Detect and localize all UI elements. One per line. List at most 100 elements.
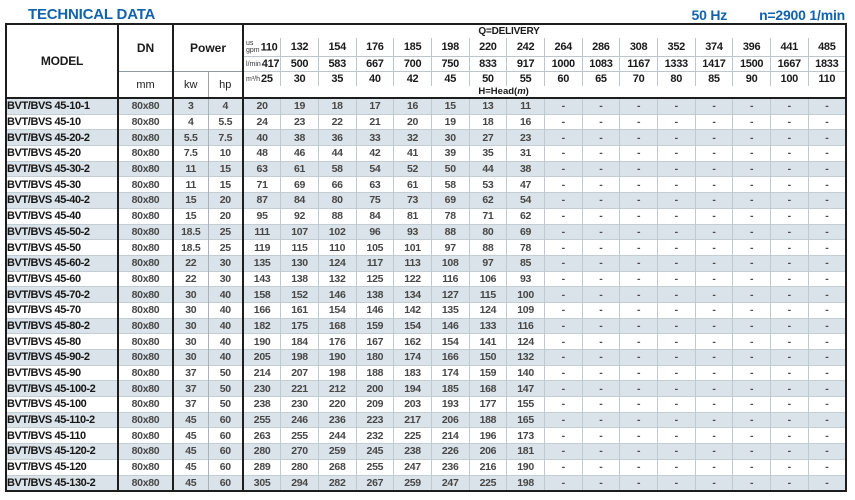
dn-cell: 80x80 — [118, 396, 174, 413]
head-value-cell: - — [807, 443, 846, 460]
head-value-cell: 305 — [243, 474, 281, 492]
head-value-cell: - — [769, 474, 809, 492]
head-value-cell: 96 — [355, 223, 394, 240]
head-value-cell: 15 — [430, 96, 470, 115]
head-value-cell: 135 — [243, 254, 281, 272]
lmin-header-cell: 667 — [355, 56, 394, 72]
head-value-cell: - — [807, 96, 846, 115]
head-value-cell: 206 — [468, 443, 507, 460]
head-value-cell: - — [543, 364, 583, 381]
table-row: BVT/BVS 45-40-2 80x80 15 20 87 84 80 75 73 69 62 54… — [6, 192, 846, 209]
head-value-cell: 183 — [393, 364, 432, 381]
model-cell: BVT/BVS 45-120-2 — [6, 443, 119, 460]
head-value-cell: 21 — [355, 113, 394, 130]
head-value-cell: 85 — [506, 254, 545, 272]
head-value-cell: - — [807, 317, 846, 334]
head-value-cell: - — [656, 317, 696, 334]
dn-cell: 80x80 — [118, 349, 174, 366]
lmin-header-cell: 1500 — [732, 56, 771, 72]
head-value-cell: 176 — [317, 333, 357, 350]
head-value-cell: 122 — [393, 270, 432, 287]
head-value-cell: - — [694, 254, 733, 272]
head-value-cell: - — [656, 270, 696, 287]
head-value-cell: - — [769, 254, 809, 272]
head-value-cell: 38 — [280, 129, 319, 146]
head-value-cell: - — [581, 113, 620, 130]
head-value-cell: 95 — [243, 207, 281, 224]
head-value-cell: - — [581, 333, 620, 350]
dn-cell: 80x80 — [118, 96, 174, 115]
head-value-cell: 69 — [280, 176, 319, 193]
kw-cell: 37 — [173, 380, 208, 397]
dn-cell: 80x80 — [118, 129, 174, 146]
head-value-cell: 205 — [243, 349, 281, 366]
head-value-cell: 230 — [280, 396, 319, 413]
head-value-cell: - — [543, 113, 583, 130]
head-value-cell: 19 — [430, 113, 470, 130]
head-value-cell: - — [543, 96, 583, 115]
head-value-cell: - — [694, 333, 733, 350]
head-value-cell: - — [656, 411, 696, 428]
head-value-cell: - — [732, 380, 771, 397]
head-value-cell: 167 — [355, 333, 394, 350]
model-cell: BVT/BVS 45-70 — [6, 301, 119, 319]
head-value-cell: - — [694, 443, 733, 460]
head-value-cell: - — [656, 443, 696, 460]
table-row: BVT/BVS 45-50 80x80 18.5 25 119 115 110 105 101 9… — [6, 239, 846, 256]
kw-cell: 22 — [173, 254, 208, 272]
head-value-cell: - — [619, 192, 658, 209]
head-value-cell: 132 — [506, 349, 545, 366]
head-value-cell: - — [807, 474, 846, 492]
head-value-cell: 203 — [393, 396, 432, 413]
head-value-cell: - — [619, 239, 658, 256]
table-row: BVT/BVS 45-130-2 80x80 45 60 305 294 282 267 259… — [6, 474, 846, 492]
head-value-cell: - — [619, 349, 658, 366]
head-value-cell: 138 — [355, 286, 394, 303]
head-value-cell: - — [807, 427, 846, 444]
head-value-cell: - — [656, 145, 696, 162]
head-value-cell: 20 — [243, 96, 281, 115]
m3h-header-cell: 40 — [355, 71, 394, 86]
head-value-cell: 173 — [506, 427, 545, 444]
head-value-cell: - — [769, 458, 809, 475]
head-value-cell: 184 — [280, 333, 319, 350]
dn-cell: 80x80 — [118, 223, 174, 240]
header-lmin-row: l/min417 500 583 667 700 750 833 917 1000 1083 116… — [6, 56, 846, 72]
head-value-cell: - — [543, 333, 583, 350]
head-value-cell: 238 — [243, 396, 281, 413]
head-value-cell: - — [769, 113, 809, 130]
head-value-cell: 61 — [393, 176, 432, 193]
table-row: BVT/BVS 45-80 80x80 30 40 190 184 176 167 162 154… — [6, 333, 846, 350]
m3h-header-cell: 85 — [694, 71, 733, 86]
head-value-cell: - — [656, 207, 696, 224]
head-value-cell: 255 — [243, 411, 281, 428]
head-value-cell: - — [581, 129, 620, 146]
head-value-cell: - — [732, 364, 771, 381]
head-value-cell: 132 — [317, 270, 357, 287]
kw-cell: 45 — [173, 443, 208, 460]
dn-cell: 80x80 — [118, 145, 174, 162]
dn-cell: 80x80 — [118, 427, 174, 444]
head-value-cell: 69 — [430, 192, 470, 209]
head-value-cell: 177 — [468, 396, 507, 413]
hp-cell: 50 — [207, 380, 245, 397]
head-value-cell: - — [581, 411, 620, 428]
head-value-cell: - — [543, 176, 583, 193]
head-value-cell: - — [656, 474, 696, 492]
page-title: TECHNICAL DATA — [28, 6, 156, 23]
head-value-cell: 116 — [506, 317, 545, 334]
head-value-cell: - — [769, 207, 809, 224]
table-row: BVT/BVS 45-30 80x80 11 15 71 69 66 63 61 58 53 47- -… — [6, 176, 846, 193]
model-cell: BVT/BVS 45-40 — [6, 207, 119, 224]
head-value-cell: 78 — [430, 207, 470, 224]
head-value-cell: 221 — [280, 380, 319, 397]
head-value-cell: - — [732, 254, 771, 272]
head-value-cell: - — [543, 458, 583, 475]
lmin-header-cell: l/min417 — [243, 56, 281, 72]
table-row: BVT/BVS 45-60-2 80x80 22 30 135 130 124 117 113 1… — [6, 254, 846, 272]
head-value-cell: 35 — [468, 145, 507, 162]
head-value-cell: 166 — [243, 301, 281, 319]
head-value-cell: 84 — [355, 207, 394, 224]
head-value-cell: - — [732, 207, 771, 224]
hp-cell: 40 — [207, 317, 245, 334]
